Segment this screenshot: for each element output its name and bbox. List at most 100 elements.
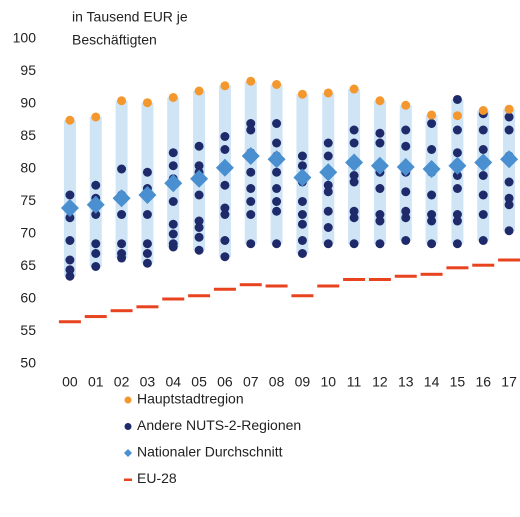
dot	[246, 210, 256, 219]
dot	[349, 177, 359, 187]
dot	[272, 138, 282, 148]
y-axis-label: Beschäftigten	[72, 32, 157, 48]
dot	[297, 210, 307, 219]
dot	[452, 184, 462, 193]
dot	[65, 190, 75, 200]
dot	[272, 80, 282, 89]
dot	[297, 161, 307, 171]
dot	[297, 219, 307, 229]
dot	[375, 96, 385, 106]
dot	[142, 210, 152, 219]
dot	[297, 197, 307, 206]
dash	[472, 263, 495, 267]
dot	[504, 226, 514, 236]
dot	[401, 100, 411, 110]
dot	[117, 96, 127, 106]
dot	[91, 249, 101, 258]
dot	[478, 236, 488, 245]
x-tick-label: 01	[88, 374, 104, 390]
dot	[220, 210, 230, 219]
dot	[323, 206, 333, 216]
dot	[349, 125, 359, 135]
dot	[272, 184, 282, 193]
y-tick-label: 50	[20, 355, 36, 371]
dot	[246, 119, 256, 128]
x-tick-label: 09	[295, 374, 311, 390]
dot	[246, 167, 256, 177]
diamond	[241, 147, 260, 165]
dash	[84, 315, 107, 319]
dot	[375, 184, 385, 193]
y-tick-label: 55	[20, 322, 36, 338]
dash	[343, 278, 366, 281]
dot	[452, 111, 462, 121]
dot	[504, 112, 514, 122]
dot	[220, 252, 230, 262]
y-tick-label: 95	[20, 62, 36, 78]
diamond	[319, 163, 338, 182]
legend-label: EU-28	[137, 470, 177, 486]
dot	[194, 161, 204, 171]
dot	[427, 145, 437, 154]
diamond	[164, 174, 183, 193]
dot	[194, 86, 204, 96]
x-tick-label: 12	[372, 374, 388, 390]
diamond	[370, 156, 389, 175]
dot	[401, 125, 411, 135]
x-tick-label: 17	[501, 374, 517, 390]
dot	[349, 206, 359, 216]
dash	[317, 284, 340, 288]
dot	[65, 255, 75, 265]
dot	[142, 167, 152, 177]
dot	[323, 138, 333, 148]
dot	[220, 132, 230, 141]
dot	[246, 76, 256, 86]
dot	[427, 190, 437, 200]
dot	[220, 180, 230, 190]
dot	[168, 93, 178, 102]
dash	[213, 287, 236, 291]
dot	[272, 197, 282, 206]
legend-marker	[124, 449, 132, 457]
dot	[323, 151, 333, 161]
dot	[194, 190, 204, 200]
dot	[375, 239, 385, 249]
x-tick-label: 13	[398, 374, 414, 390]
x-tick-label: 03	[140, 374, 156, 390]
y-tick-label: 100	[13, 30, 37, 46]
dash	[162, 297, 185, 301]
dot	[117, 253, 127, 263]
dot	[504, 125, 514, 135]
dash	[291, 294, 314, 298]
dot	[452, 216, 462, 226]
dot	[142, 258, 152, 268]
dot	[504, 193, 514, 203]
dot	[375, 210, 385, 219]
dot	[91, 239, 101, 249]
dot	[65, 236, 75, 245]
dot	[168, 197, 178, 206]
dash	[420, 272, 443, 276]
dash	[498, 258, 520, 262]
legend-marker	[124, 478, 132, 481]
dot	[375, 128, 385, 138]
dot	[323, 223, 333, 232]
dash	[368, 278, 391, 281]
diamond	[448, 156, 467, 175]
x-tick-label: 16	[475, 374, 491, 390]
dot	[478, 190, 488, 200]
x-tick-label: 10	[320, 374, 336, 390]
dot	[401, 187, 411, 197]
x-tick-label: 14	[424, 374, 440, 390]
dot	[504, 200, 514, 210]
dot	[427, 110, 437, 120]
dot	[142, 98, 152, 108]
dot	[452, 148, 462, 158]
dot	[117, 239, 127, 249]
dot	[349, 213, 359, 223]
dot	[375, 216, 385, 226]
range-bar	[167, 97, 180, 247]
dot	[478, 145, 488, 154]
dot	[427, 119, 437, 128]
y-tick-label: 80	[20, 160, 36, 176]
